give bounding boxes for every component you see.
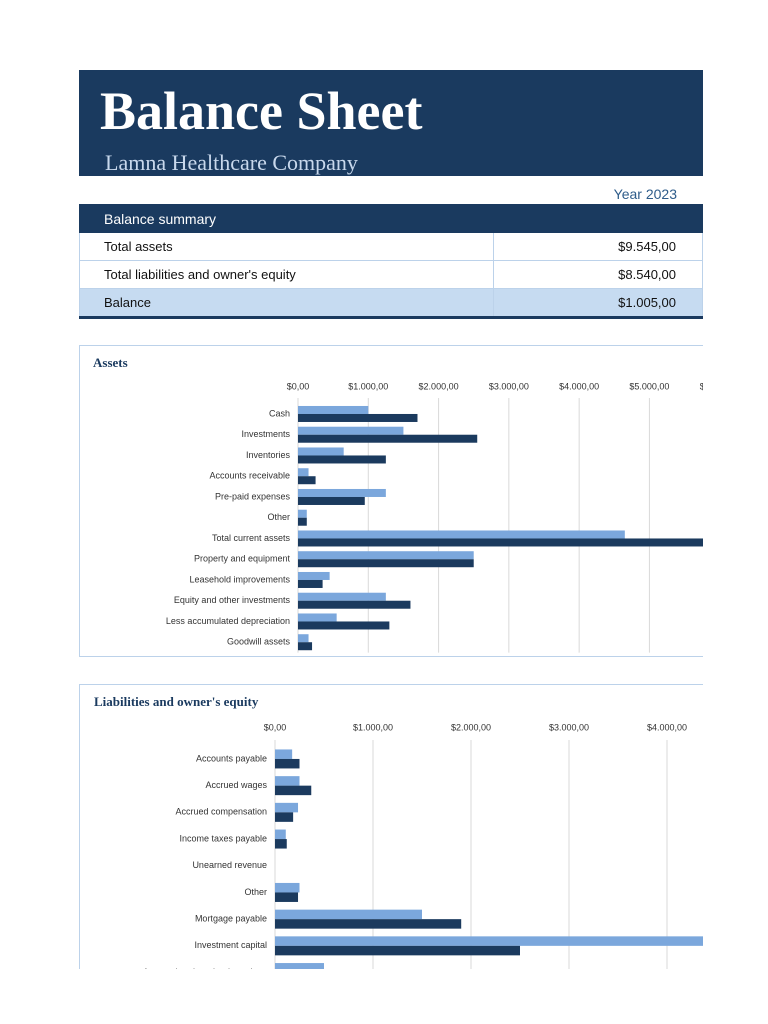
bar (275, 839, 287, 849)
bar (298, 468, 309, 477)
chart-box: Liabilities and owner's equity $0,00 $1.00… (79, 684, 703, 969)
label: Total liabilities and owner's equity (79, 260, 494, 289)
subtitle: Lamna Healthcare Company (105, 150, 358, 175)
chart-title: Assets (93, 355, 128, 370)
y-tick-label: Cash (269, 408, 290, 418)
heading: Balance summary (79, 204, 703, 233)
bar (298, 579, 323, 588)
bar (298, 447, 344, 456)
x-tick-label: $3.000,00 (549, 722, 589, 732)
y-tick-label: Accumulated retained earnings (143, 967, 268, 969)
x-tick-label: $1.000,00 (353, 722, 393, 732)
bar (298, 405, 369, 414)
x-tick-label: $3.000,00 (489, 381, 529, 391)
bar (298, 613, 337, 622)
bar (298, 434, 478, 443)
bar (275, 892, 299, 902)
y-tick-label: Leasehold improvements (189, 574, 290, 584)
bar (275, 776, 300, 786)
x-tick-label: $4.000,00 (559, 381, 599, 391)
bar (275, 945, 520, 956)
row: Total liabilities and owner's equity $8.5… (79, 260, 703, 289)
bar (298, 621, 390, 630)
bar (275, 802, 299, 813)
x-tick-label: $0,00 (287, 381, 310, 391)
bar (298, 592, 386, 601)
y-tick-label: Accrued wages (205, 780, 267, 790)
table-header: Balance summary (79, 204, 703, 233)
y-tick-label: Pre-paid expenses (215, 491, 291, 501)
bar (298, 538, 703, 547)
y-tick-label: Accounts payable (196, 753, 267, 763)
x-tick-label: $5.000,00 (629, 381, 669, 391)
x-tick-label: $6.000,00 (700, 381, 703, 391)
bar (275, 829, 286, 840)
label: Total assets (79, 232, 494, 261)
bar (298, 476, 316, 485)
bar (298, 571, 330, 580)
y-tick-label: Other (244, 887, 267, 897)
x-tick-label: $1.000,00 (348, 381, 388, 391)
value: $9.545,00 (493, 232, 703, 261)
bar (298, 488, 386, 497)
y-tick-label: Mortgage payable (195, 914, 267, 924)
x-tick-label: $2.000,00 (419, 381, 459, 391)
bar (298, 551, 474, 560)
y-tick-label: Less accumulated depreciation (166, 616, 290, 626)
y-tick-label: Property and equipment (194, 554, 291, 564)
title: Balance Sheet (100, 81, 423, 141)
value: $1.005,00 (493, 288, 703, 318)
bar (275, 882, 300, 893)
year: Year 2023 (613, 186, 677, 202)
y-tick-label: Unearned revenue (192, 860, 267, 870)
bar (298, 559, 474, 568)
bar (275, 812, 294, 822)
bar (275, 758, 300, 769)
summary-table: Balance summary Total assets $9.545,00 To… (79, 204, 703, 319)
bar (298, 455, 386, 464)
chart: Liabilities and owner's equity $0,00 $1.00… (94, 694, 703, 969)
bar (298, 426, 404, 435)
y-tick-label: Accounts receivable (209, 471, 290, 481)
chart: Assets $0,00 $1.000,00 $2.000,00 $3.000,00 $4… (93, 355, 703, 653)
y-tick-label: Accrued compensation (175, 807, 267, 817)
bar (298, 509, 307, 518)
bar (275, 963, 324, 969)
row: Total assets $9.545,00 (79, 232, 703, 261)
y-tick-label: Total current assets (212, 533, 291, 543)
y-tick-label: Investments (241, 429, 290, 439)
bar (298, 642, 313, 651)
chart-title: Liabilities and owner's equity (94, 694, 259, 709)
header: Balance Sheet Lamna Healthcare Company (79, 70, 703, 176)
chart-box: Assets $0,00 $1.000,00 $2.000,00 $3.000,00 $4… (79, 345, 703, 657)
bar (298, 530, 625, 539)
row: Balance $1.005,00 (79, 288, 703, 318)
y-tick-label: Equity and other investments (174, 595, 291, 605)
x-tick-label: $0,00 (264, 722, 287, 732)
y-tick-label: Investment capital (194, 940, 267, 950)
bar (298, 496, 365, 505)
bar (298, 413, 418, 422)
y-tick-label: Inventories (246, 450, 291, 460)
x-tick-label: $4.000,00 (647, 722, 687, 732)
bar (275, 749, 293, 759)
x-tick-label: $2.000,00 (451, 722, 491, 732)
bar (275, 785, 312, 796)
bar (298, 600, 411, 609)
bar (275, 909, 422, 920)
y-tick-label: Income taxes payable (179, 833, 267, 843)
bar (275, 936, 703, 946)
y-tick-label: Other (267, 512, 290, 522)
y-tick-label: Goodwill assets (227, 637, 291, 647)
bar (275, 919, 462, 929)
bar (298, 634, 309, 643)
value: $8.540,00 (493, 260, 703, 289)
label: Balance (79, 288, 494, 318)
bar (298, 517, 307, 526)
